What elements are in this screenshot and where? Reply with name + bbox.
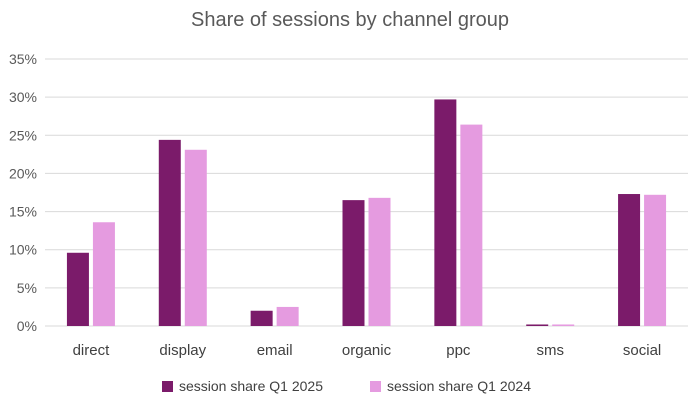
x-category-label: display bbox=[159, 342, 206, 359]
x-category-label: direct bbox=[73, 342, 111, 359]
legend-swatch bbox=[162, 381, 173, 392]
bar-direct-series-1 bbox=[66, 252, 89, 326]
x-axis-labels: direct display email organic ppc sms social bbox=[73, 342, 662, 359]
bar-display-series-1 bbox=[158, 139, 181, 326]
chart-title: Share of sessions by channel group bbox=[191, 9, 509, 31]
y-tick-label: 35% bbox=[9, 51, 37, 67]
bar-email-series-2 bbox=[276, 306, 299, 326]
x-category-label: sms bbox=[536, 342, 564, 359]
bar-direct-series-2 bbox=[92, 222, 115, 326]
bar-ppc-series-1 bbox=[434, 99, 457, 326]
bar-organic-series-1 bbox=[342, 200, 365, 326]
bar-organic-series-2 bbox=[368, 197, 391, 326]
bar-display-series-2 bbox=[184, 149, 207, 326]
y-tick-label: 20% bbox=[9, 165, 37, 181]
y-tick-label: 25% bbox=[9, 127, 37, 143]
legend: session share Q1 2025 session share Q1 20… bbox=[162, 378, 531, 394]
y-tick-label: 10% bbox=[9, 242, 37, 258]
bar-sms-series-2 bbox=[552, 324, 575, 326]
x-category-label: ppc bbox=[446, 342, 471, 359]
bar-sms-series-1 bbox=[526, 324, 549, 326]
x-category-label: social bbox=[623, 342, 661, 359]
y-tick-label: 15% bbox=[9, 204, 37, 220]
bar-ppc-series-2 bbox=[460, 124, 483, 326]
legend-swatch bbox=[370, 381, 381, 392]
grid-lines bbox=[45, 58, 688, 327]
y-tick-label: 30% bbox=[9, 89, 37, 105]
bar-social-series-1 bbox=[618, 194, 641, 326]
y-tick-label: 5% bbox=[17, 280, 37, 296]
x-category-label: organic bbox=[342, 342, 392, 359]
bars bbox=[66, 99, 667, 326]
bar-email-series-1 bbox=[250, 310, 273, 326]
bar-social-series-2 bbox=[644, 194, 667, 326]
legend-label: session share Q1 2025 bbox=[179, 378, 323, 394]
y-axis-ticks: 0% 5% 10% 15% 20% 25% 30% 35% bbox=[9, 51, 37, 334]
y-tick-label: 0% bbox=[17, 318, 37, 334]
x-category-label: email bbox=[257, 342, 293, 359]
legend-label: session share Q1 2024 bbox=[387, 378, 531, 394]
